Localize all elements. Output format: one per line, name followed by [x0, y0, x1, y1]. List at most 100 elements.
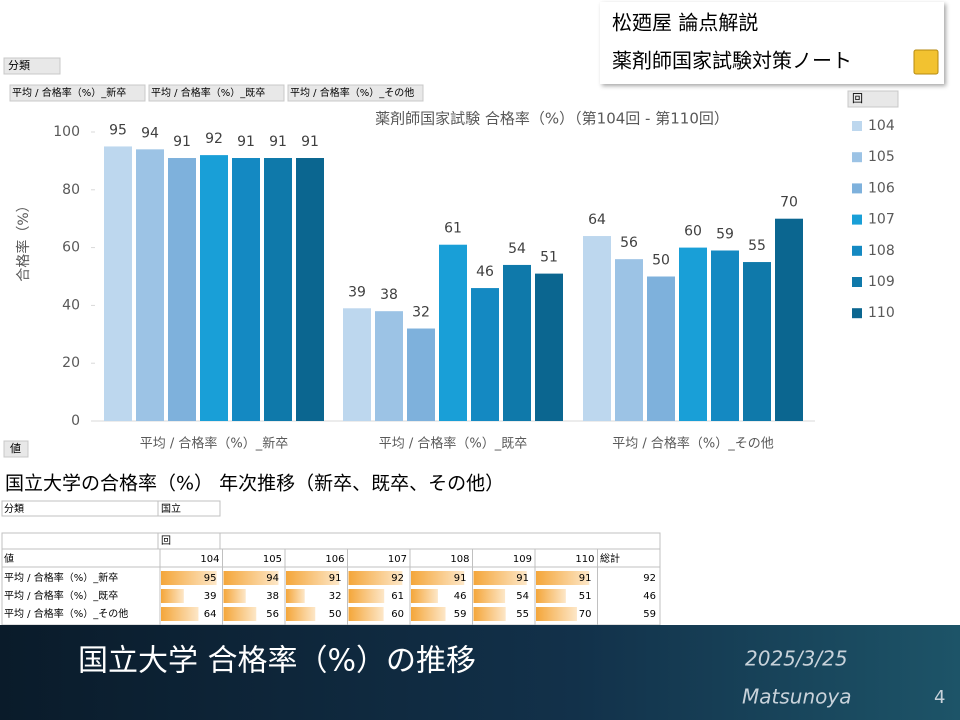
table-column-header: 108: [450, 554, 469, 565]
table-value: 38: [266, 591, 279, 602]
table-data-bar: [223, 589, 246, 603]
table-filter-value[interactable]: 国立: [161, 502, 181, 515]
header-series: 薬剤師国家試験対策ノート: [612, 49, 852, 73]
value-label: 46: [476, 264, 494, 280]
y-tick-label: 20: [62, 355, 80, 371]
table-value: 70: [579, 609, 592, 620]
value-label: 91: [173, 134, 191, 150]
table-value: 91: [579, 573, 592, 584]
bar: [503, 264, 531, 421]
bar: [104, 146, 132, 421]
table-data-bar: [473, 571, 527, 585]
legend-swatch: [852, 308, 862, 319]
table-column-header: 110: [575, 554, 594, 565]
table-data-bar: [223, 571, 279, 585]
table-total: 59: [643, 609, 656, 620]
header-box: [600, 2, 944, 84]
value-label: 70: [780, 195, 798, 211]
value-label: 91: [301, 134, 319, 150]
field-button[interactable]: [148, 84, 285, 102]
bar: [264, 158, 292, 421]
legend-field-button[interactable]: [847, 90, 899, 108]
values-button-label: 値: [10, 442, 21, 455]
bar: [343, 308, 371, 421]
value-label: 39: [348, 284, 366, 300]
table-total: 92: [643, 573, 656, 584]
legend-label: 109: [868, 274, 895, 290]
table-total-label: 総計: [600, 552, 620, 565]
table-data-bar: [473, 589, 506, 603]
legend-label: 110: [868, 305, 895, 321]
table-data-bar: [536, 571, 590, 585]
table-data-bar: [536, 589, 566, 603]
y-tick-label: 40: [62, 297, 80, 313]
value-label: 59: [716, 226, 734, 242]
table-value: 54: [516, 591, 529, 602]
value-label: 56: [620, 235, 638, 251]
table-data-bar: [286, 607, 316, 621]
table-value: 92: [391, 573, 404, 584]
table-data-bar: [286, 589, 305, 603]
table-column-header: 105: [263, 554, 282, 565]
table-data-bar: [348, 589, 385, 603]
values-button[interactable]: [3, 440, 29, 458]
table-column-field[interactable]: 回: [161, 535, 171, 547]
bar: [535, 273, 563, 421]
legend-label: 106: [868, 180, 895, 196]
legend-title: 回: [852, 92, 863, 105]
y-tick-label: 60: [62, 240, 80, 256]
value-label: 50: [652, 253, 670, 269]
filter-button[interactable]: [3, 57, 61, 75]
bar: [743, 262, 771, 421]
footer-author: Matsunoya: [742, 685, 851, 709]
bar: [615, 259, 643, 421]
table-value: 91: [516, 573, 529, 584]
field-button[interactable]: [287, 84, 424, 102]
table-value-label: 値: [4, 552, 14, 565]
y-tick-label: 80: [62, 182, 80, 198]
header-brand: 松廼屋 論点解説: [612, 11, 758, 35]
legend-swatch: [852, 214, 862, 225]
table-column-header: 109: [513, 554, 532, 565]
table-data-bar: [161, 589, 184, 603]
table-row-label: 平均 / 合格率（%）_その他: [4, 607, 128, 620]
legend-label: 107: [868, 212, 895, 228]
bar: [583, 236, 611, 421]
value-label: 91: [269, 134, 287, 150]
footer: [0, 625, 960, 720]
chart-title: 薬剤師国家試験 合格率（%）（第104回 - 第110回）: [375, 110, 729, 128]
table-value: 59: [454, 609, 467, 620]
table-data-bar: [161, 571, 217, 585]
footer-date: 2025/3/25: [745, 647, 848, 671]
bar: [136, 149, 164, 421]
value-label: 64: [588, 212, 606, 228]
table-column-header: 104: [200, 554, 219, 565]
table-data-bar: [161, 607, 199, 621]
table-data-bar: [536, 607, 577, 621]
legend-label: 104: [868, 118, 895, 134]
bar: [200, 155, 228, 421]
value-label: 92: [205, 131, 223, 147]
table-value: 95: [204, 573, 217, 584]
value-label: 51: [540, 250, 558, 266]
table-filter-label: 分類: [4, 503, 24, 515]
table-value: 56: [266, 609, 279, 620]
y-tick-label: 100: [53, 124, 80, 140]
table-value: 32: [329, 591, 342, 602]
table-value: 50: [329, 609, 342, 620]
bar: [711, 250, 739, 421]
table-row-label: 平均 / 合格率（%）_新卒: [4, 571, 118, 584]
value-label: 55: [748, 238, 766, 254]
table-data-bar: [348, 607, 384, 621]
table-value: 91: [454, 573, 467, 584]
table-value: 39: [204, 591, 217, 602]
x-tick-label: 平均 / 合格率（%）_既卒: [379, 436, 528, 452]
field-button[interactable]: [9, 84, 146, 102]
value-label: 95: [109, 122, 127, 138]
footer-title: 国立大学 合格率（%）の推移: [78, 644, 476, 679]
bar: [439, 244, 467, 421]
y-axis-label: 合格率（%）: [15, 198, 32, 281]
table-cell: [157, 500, 221, 517]
table-data-bar: [411, 571, 465, 585]
table-value: 91: [329, 573, 342, 584]
